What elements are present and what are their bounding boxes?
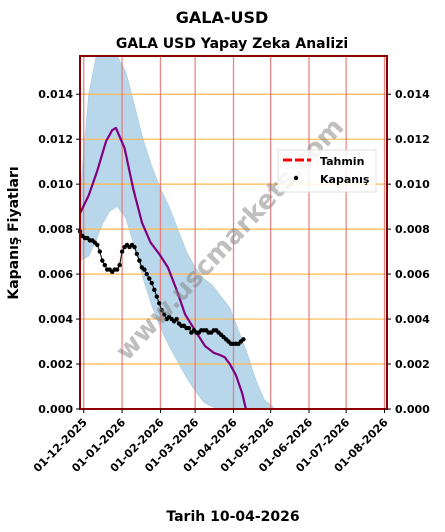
x-axis-label: Tarih 10-04-2026 xyxy=(166,509,299,525)
y-tick-label: 0.004 xyxy=(38,313,73,326)
closing-point xyxy=(100,258,105,263)
y-tick-label-right: 0.002 xyxy=(395,358,430,371)
y-tick-label: 0.000 xyxy=(38,403,73,416)
closing-point xyxy=(154,294,159,299)
y-axis-label: Kapanış Fiyatları xyxy=(6,166,22,299)
y-tick-label: 0.006 xyxy=(38,268,73,281)
y-tick-label: 0.012 xyxy=(38,133,73,146)
closing-point xyxy=(157,301,162,306)
legend-forecast-label: Tahmin xyxy=(320,155,364,168)
closing-point xyxy=(97,249,103,254)
x-ticks: 01-12-202501-01-202601-02-202601-03-2026… xyxy=(31,409,391,475)
chart-subtitle: GALA USD Yapay Zeka Analizi xyxy=(116,36,348,52)
y-tick-label-right: 0.008 xyxy=(395,223,430,236)
closing-point xyxy=(132,244,137,250)
chart-title: GALA-USD xyxy=(176,8,269,27)
closing-point xyxy=(119,249,125,254)
y-tick-label-right: 0.000 xyxy=(395,403,430,416)
closing-point xyxy=(95,242,100,248)
y-tick-label: 0.002 xyxy=(38,358,73,371)
closing-point xyxy=(162,312,167,317)
y-ticks-left: 0.000 0.002 0.004 0.006 0.008 0.010 0.012 0.014 xyxy=(38,88,80,416)
closing-point xyxy=(137,258,142,263)
closing-point xyxy=(114,267,120,272)
closing-point xyxy=(241,337,246,342)
legend-closing-label: Kapanış xyxy=(320,173,370,186)
y-tick-label-right: 0.014 xyxy=(395,88,430,101)
forecast-series xyxy=(79,126,247,410)
y-tick-label: 0.014 xyxy=(38,88,73,101)
y-tick-label: 0.008 xyxy=(38,223,73,236)
y-tick-label-right: 0.004 xyxy=(395,313,430,326)
closing-point xyxy=(152,287,157,292)
closing-series xyxy=(77,229,246,346)
vertical-gridlines xyxy=(83,56,386,409)
y-tick-label: 0.010 xyxy=(38,178,73,191)
closing-point xyxy=(159,307,164,313)
closing-point xyxy=(142,267,147,272)
y-tick-label-right: 0.006 xyxy=(395,268,430,281)
closing-point xyxy=(186,325,192,331)
legend-closing-swatch xyxy=(293,175,299,181)
closing-point xyxy=(147,276,152,281)
legend-box xyxy=(277,149,377,193)
forecast-line xyxy=(79,126,247,410)
y-tick-label-right: 0.012 xyxy=(395,133,430,146)
closing-point xyxy=(117,262,122,268)
closing-point xyxy=(174,316,179,322)
y-tick-label-right: 0.010 xyxy=(395,178,430,191)
y-ticks-right: 0.000 0.002 0.004 0.006 0.008 0.010 0.012 0.014 xyxy=(387,88,430,416)
closing-point xyxy=(149,280,154,286)
closing-point xyxy=(102,262,108,268)
closing-point xyxy=(144,271,149,277)
legend: Tahmin Kapanış xyxy=(277,149,377,193)
closing-point xyxy=(134,251,140,257)
